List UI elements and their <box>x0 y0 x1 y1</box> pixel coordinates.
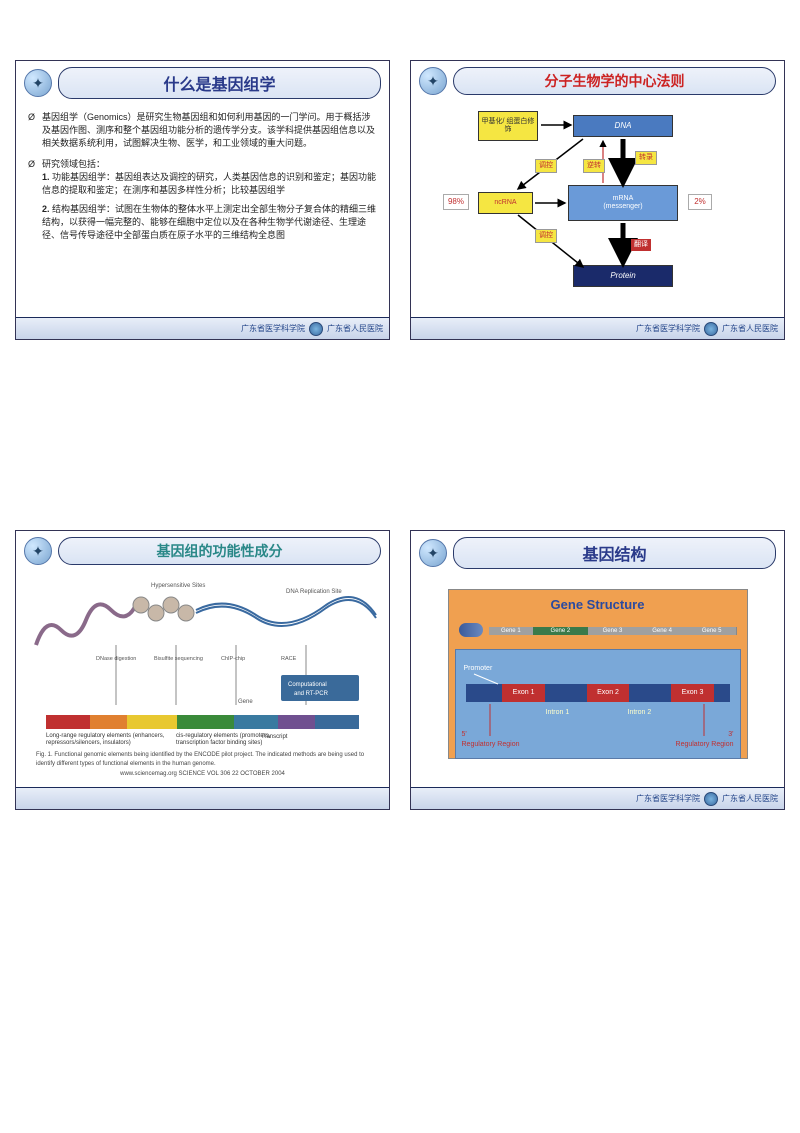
paragraph: Ø 研究领域包括： 1. 功能基因组学：基因组表达及调控的研究，人类基因信息的识… <box>28 158 377 242</box>
logo-icon: ✦ <box>24 537 52 565</box>
footer-logo-icon <box>704 322 718 336</box>
slide-footer <box>16 787 389 809</box>
gene-segment: Gene 1 <box>489 627 534 635</box>
functional-diagram: Hypersensitive Sites DNA Replication Sit… <box>26 575 379 781</box>
slide-grid: ✦ 什么是基因组学 Ø 基因组学（Genomics）是研究生物基因组和如何利用基… <box>15 20 785 810</box>
gene-segment: Gene 2 <box>533 627 588 635</box>
svg-text:Gene: Gene <box>238 699 253 705</box>
figure-heading: Gene Structure <box>455 596 741 615</box>
slide-header: ✦ 分子生物学的中心法则 <box>411 61 784 99</box>
label-98pct: 98% <box>443 194 469 210</box>
node-ncrna: ncRNA <box>478 192 533 214</box>
gene-track: Gene 1Gene 2Gene 3Gene 4Gene 5 <box>489 627 737 635</box>
slide-title: 基因结构 <box>453 537 776 569</box>
footer-hosp: 广东省人民医院 <box>722 323 778 334</box>
track-segment <box>315 715 359 729</box>
svg-text:ChIP-chip: ChIP-chip <box>221 656 245 662</box>
figure-caption: Fig. 1. Functional genomic elements bein… <box>36 751 369 779</box>
arrows-icon <box>456 650 740 758</box>
slide-title: 什么是基因组学 <box>58 67 381 99</box>
slide-footer: 广东省医学科学院 广东省人民医院 <box>411 787 784 809</box>
track-segment <box>278 715 316 729</box>
list-item: 2. 结构基因组学：试图在生物体的整体水平上测定出全部生物分子复合体的精细三维结… <box>42 203 377 242</box>
label-regulate2: 调控 <box>535 229 557 243</box>
slide-header: ✦ 基因结构 <box>411 531 784 573</box>
slide-gene-structure: ✦ 基因结构 Gene Structure Gene 1Gene 2Gene 3… <box>410 530 785 810</box>
gene-detail-panel: Promoter Exon 1 Exon 2 Exon 3 Intron 1 I… <box>455 649 741 759</box>
footer-org: 广东省医学科学院 <box>636 323 700 334</box>
svg-text:DNA Replication Site: DNA Replication Site <box>286 589 342 595</box>
node-methylation: 甲基化/ 组蛋白修饰 <box>478 111 538 141</box>
node-mrna: mRNA (messenger) <box>568 185 678 221</box>
svg-text:Computational: Computational <box>288 682 327 688</box>
gene-segment: Gene 4 <box>637 627 687 635</box>
track-segment <box>127 715 177 729</box>
track-segment <box>90 715 128 729</box>
chromosome-track: Gene 1Gene 2Gene 3Gene 4Gene 5 <box>455 619 741 645</box>
label-reverse: 逆转 <box>583 159 605 173</box>
svg-text:Hypersensitive Sites: Hypersensitive Sites <box>151 583 205 589</box>
label-regulate: 调控 <box>535 159 557 173</box>
logo-icon: ✦ <box>24 69 52 97</box>
slide-body: 甲基化/ 组蛋白修饰 DNA 98% ncRNA mRNA (messenger… <box>411 99 784 317</box>
slide-body: Hypersensitive Sites DNA Replication Sit… <box>16 569 389 787</box>
svg-text:DNase digestion: DNase digestion <box>96 656 136 662</box>
footer-hosp: 广东省人民医院 <box>722 793 778 804</box>
paragraph: Ø 基因组学（Genomics）是研究生物基因组和如何利用基因的一门学问。用于概… <box>28 111 377 150</box>
footer-logo-icon <box>704 792 718 806</box>
track-segment <box>234 715 278 729</box>
svg-text:Bisulfite sequencing: Bisulfite sequencing <box>154 656 203 662</box>
slide-genomics-definition: ✦ 什么是基因组学 Ø 基因组学（Genomics）是研究生物基因组和如何利用基… <box>15 60 390 340</box>
footer-org: 广东省医学科学院 <box>636 793 700 804</box>
logo-icon: ✦ <box>419 539 447 567</box>
gene-segment: Gene 5 <box>687 627 737 635</box>
chromosome-icon <box>459 623 483 637</box>
label-2pct: 2% <box>688 194 712 210</box>
slide-header: ✦ 什么是基因组学 <box>16 61 389 103</box>
chromatin-illustration-icon: Hypersensitive Sites DNA Replication Sit… <box>26 575 379 715</box>
node-dna: DNA <box>573 115 673 137</box>
slide-title: 基因组的功能性成分 <box>58 537 381 565</box>
slide-central-dogma: ✦ 分子生物学的中心法则 甲基化/ 组蛋白修饰 DNA 98% ncRNA mR… <box>410 60 785 340</box>
slide-title: 分子生物学的中心法则 <box>453 67 776 95</box>
central-dogma-diagram: 甲基化/ 组蛋白修饰 DNA 98% ncRNA mRNA (messenger… <box>423 107 772 309</box>
svg-text:and RT-PCR: and RT-PCR <box>294 691 329 697</box>
label-long-range: Long-range regulatory elements (enhancer… <box>46 733 176 746</box>
node-protein: Protein <box>573 265 673 287</box>
label-transcription: 转录 <box>635 151 657 165</box>
slide-footer: 广东省医学科学院 广东省人民医院 <box>16 317 389 339</box>
slide-functional-components: ✦ 基因组的功能性成分 Hypersensitive Sites DNA Rep… <box>15 530 390 810</box>
track-segment <box>46 715 90 729</box>
footer-logo-icon <box>309 322 323 336</box>
slide-body: Gene Structure Gene 1Gene 2Gene 3Gene 4G… <box>411 573 784 787</box>
slide-footer: 广东省医学科学院 广东省人民医院 <box>411 317 784 339</box>
slide-body: Ø 基因组学（Genomics）是研究生物基因组和如何利用基因的一门学问。用于概… <box>16 103 389 317</box>
label-translate: 翻译 <box>631 239 651 251</box>
logo-icon: ✦ <box>419 67 447 95</box>
svg-text:RACE: RACE <box>281 656 297 662</box>
gene-structure-figure: Gene Structure Gene 1Gene 2Gene 3Gene 4G… <box>448 589 748 759</box>
genome-track <box>46 715 359 729</box>
label-transcript: Transcript <box>261 733 287 742</box>
track-segment <box>177 715 233 729</box>
slide-header: ✦ 基因组的功能性成分 <box>16 531 389 569</box>
list-item: 1. 功能基因组学：基因组表达及调控的研究，人类基因信息的识别和鉴定；基因功能信… <box>42 171 377 197</box>
footer-hosp: 广东省人民医院 <box>327 323 383 334</box>
gene-segment: Gene 3 <box>588 627 638 635</box>
footer-org: 广东省医学科学院 <box>241 323 305 334</box>
